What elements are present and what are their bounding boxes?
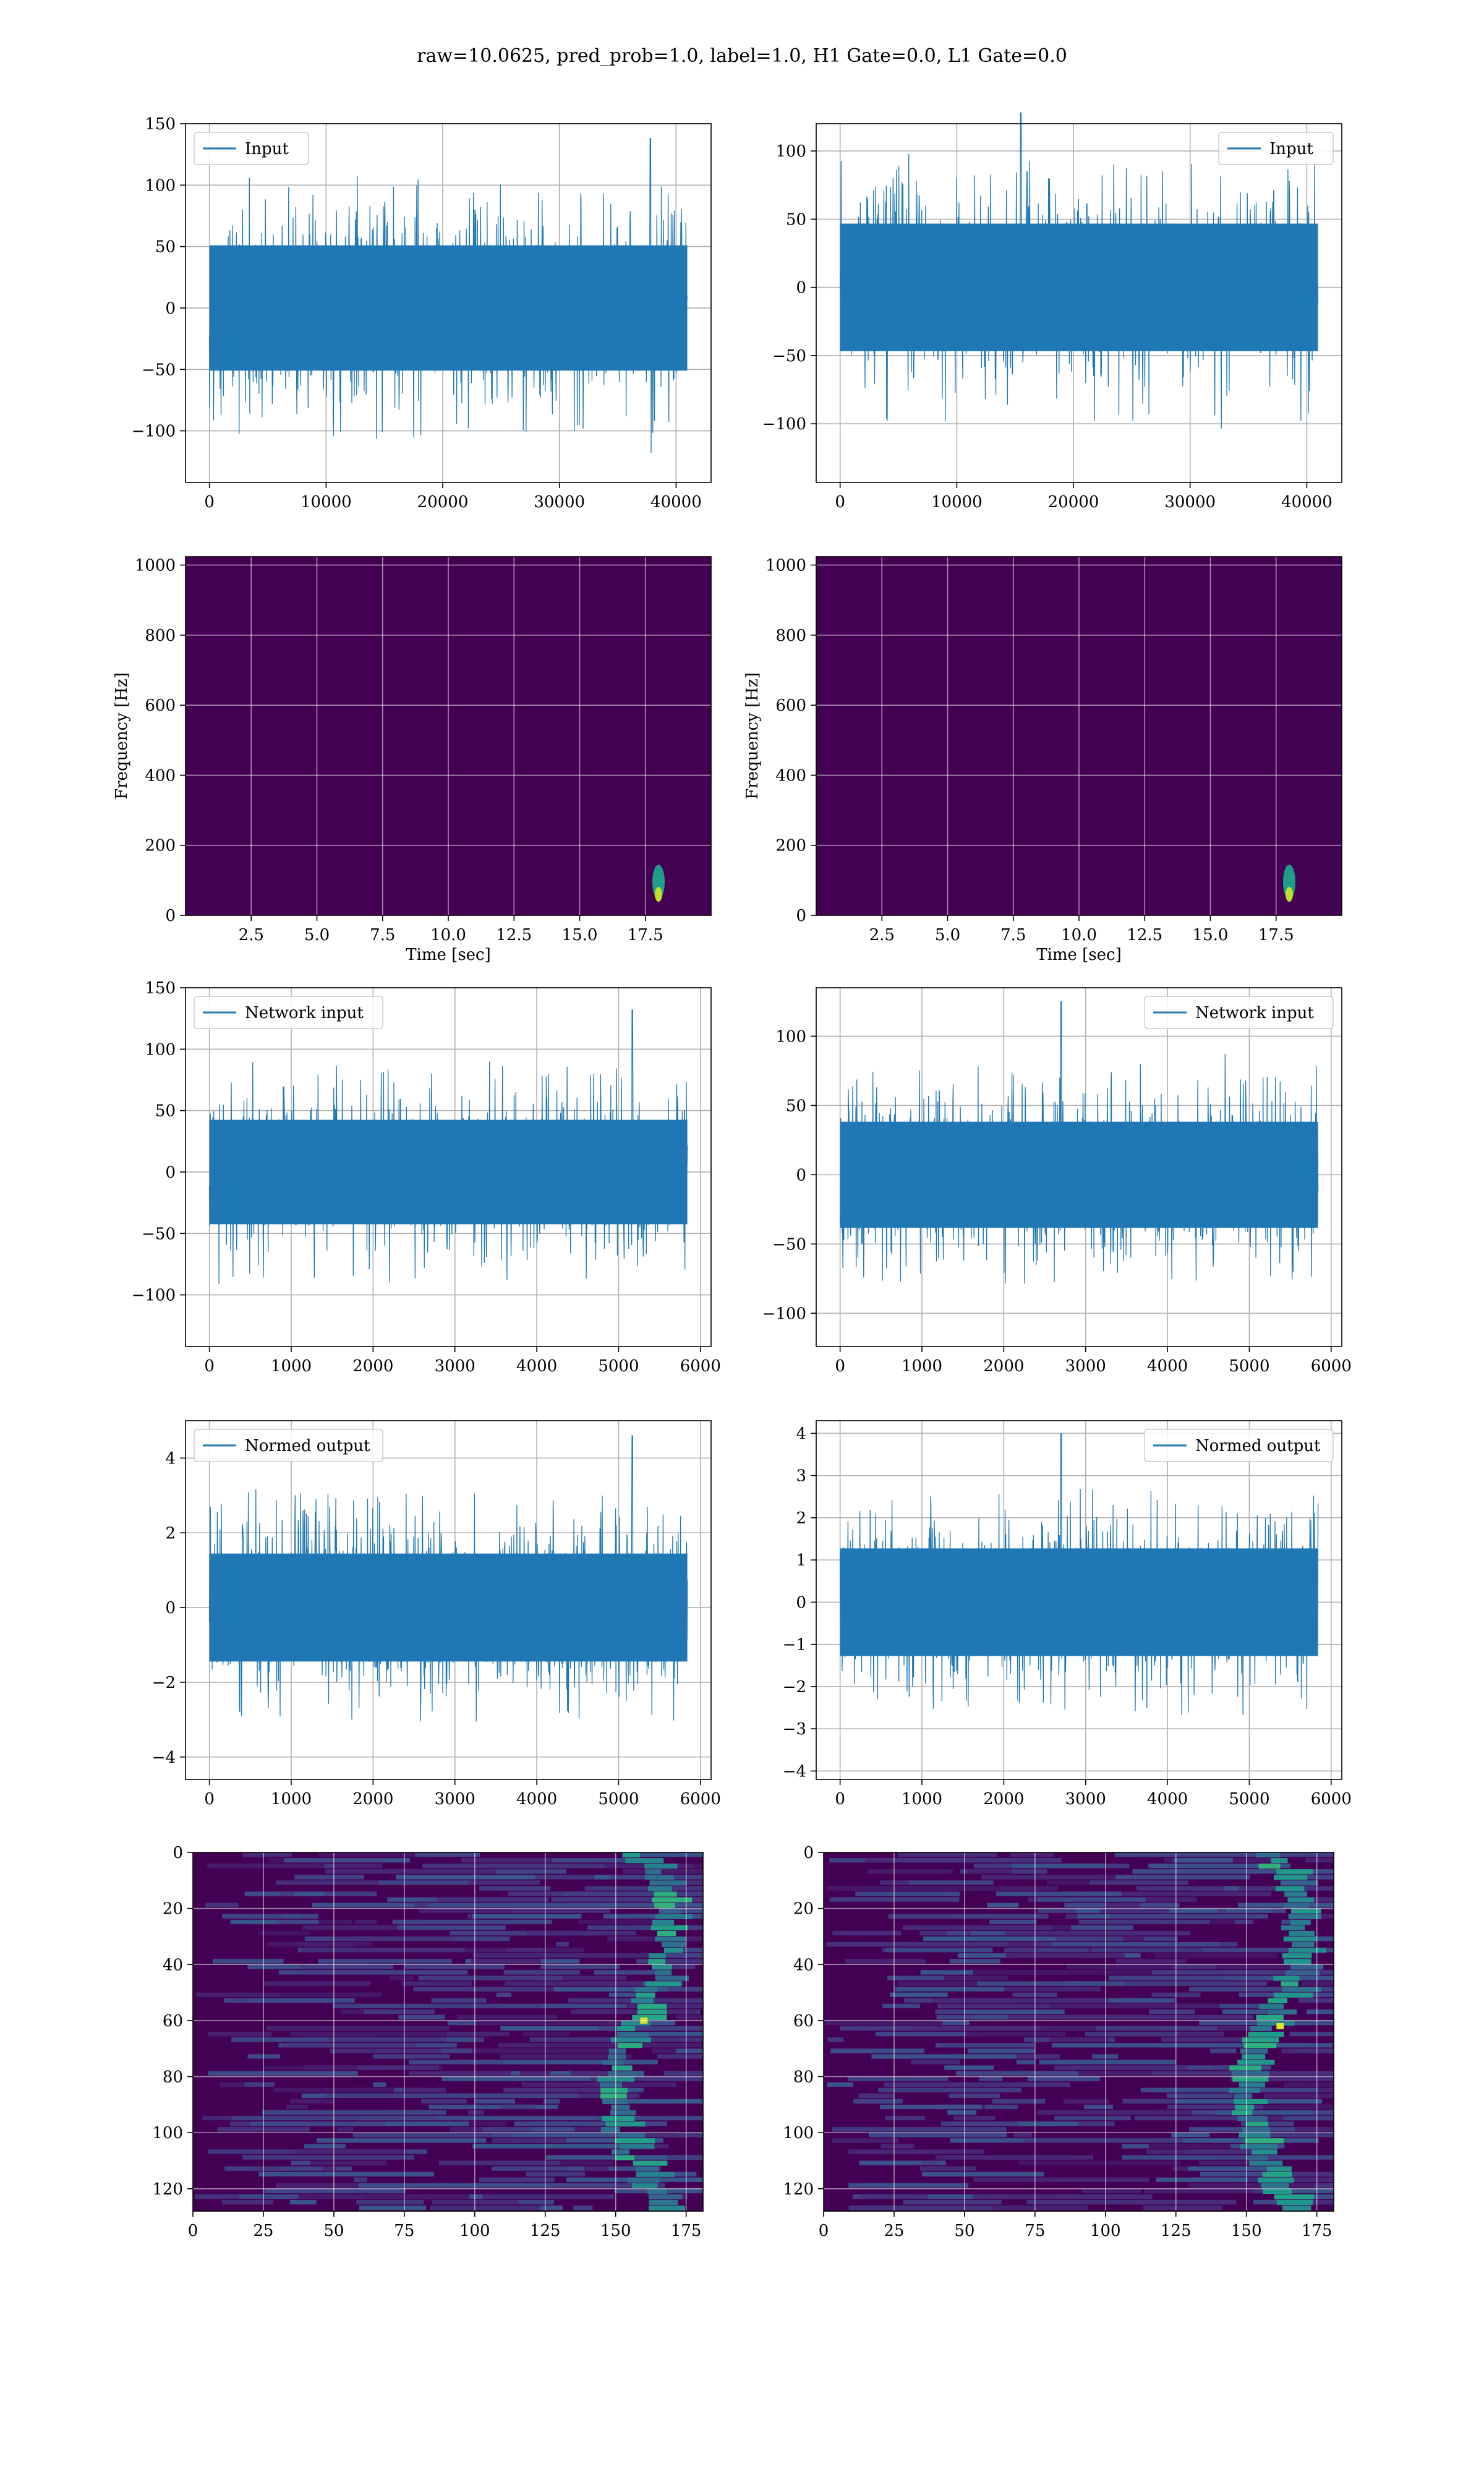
y-tick-label: 0 <box>165 299 176 318</box>
legend-box <box>1218 132 1334 165</box>
figure-title: raw=10.0625, pred_prob=1.0, label=1.0, H… <box>417 45 1067 67</box>
x-tick-label: 17.5 <box>628 926 663 944</box>
panel-l1-spectrogram: 2.5 5.0 7.5 10.0 12.5 15.0 17.5020040060080010… <box>743 556 1342 964</box>
x-tick-label: 2.5 <box>239 926 264 944</box>
axes-frame <box>185 123 712 483</box>
panel-l1-input: 0 10000 20000 30000 40000 −100 −50 0 50 100 Input <box>762 112 1342 511</box>
y-tick-label: −50 <box>142 361 176 379</box>
y-tick-label: −100 <box>132 422 176 441</box>
y-tick-label: 0 <box>796 279 806 297</box>
y-tick-label: −50 <box>772 347 806 366</box>
axes-frame <box>816 123 1342 483</box>
y-tick-label: 150 <box>145 115 176 134</box>
y-tick-label: 800 <box>145 627 176 645</box>
panel-h1-input: 0 10000 20000 30000 40000 −100 −50 0 50 100 150 Inp… <box>132 115 712 511</box>
x-tick-label: 10000 <box>931 493 983 511</box>
x-tick-label: 0 <box>204 493 215 511</box>
y-tick-label: 0 <box>165 907 176 925</box>
y-tick-label: 600 <box>145 696 176 715</box>
signal-hotspot-core <box>655 887 662 902</box>
x-tick-label: 12.5 <box>496 926 532 944</box>
x-tick-label: 15.0 <box>562 926 598 944</box>
x-tick-label: 10.0 <box>430 926 466 944</box>
x-tick-label: 40000 <box>1281 493 1333 511</box>
legend-box <box>194 132 309 165</box>
y-axis-label: Frequency [Hz] <box>113 672 131 800</box>
legend: Input <box>1218 132 1334 165</box>
x-tick-label: 20000 <box>417 493 469 511</box>
series-core <box>840 223 1318 351</box>
x-tick-label: 30000 <box>534 493 585 511</box>
x-tick-label: 20000 <box>1048 493 1099 511</box>
legend-label: Input <box>245 140 289 158</box>
series-core <box>209 245 688 371</box>
panel-h1-spectrogram: 2.5 5.0 7.5 10.0 12.5 15.0 17.5 0 200 400 600 800 10… <box>113 556 712 964</box>
legend: Input <box>194 132 309 165</box>
x-tick-label: 40000 <box>650 493 702 511</box>
y-tick-label: 50 <box>155 238 176 257</box>
y-tick-label: −100 <box>762 415 806 434</box>
y-tick-label: 100 <box>775 142 806 161</box>
y-tick-label: 50 <box>786 210 806 229</box>
ticks: 0 10000 20000 30000 40000 −100 −50 0 50 100 <box>762 142 1333 511</box>
ticks: 2.5 5.0 7.5 10.0 12.5 15.0 17.5 0 200 400 600 800 10… <box>135 557 663 944</box>
x-axis-label: Time [sec] <box>406 946 491 964</box>
x-tick-label: 7.5 <box>370 926 395 944</box>
x-tick-label: 30000 <box>1164 493 1216 511</box>
y-tick-label: 100 <box>145 176 176 195</box>
x-tick-label: 0 <box>835 493 845 511</box>
x-tick-label: 5.0 <box>304 926 330 944</box>
ticks: 0 10000 20000 30000 40000 −100 −50 0 50 100 150 <box>132 115 702 511</box>
legend-label: Input <box>1269 140 1313 158</box>
x-tick-label: 10000 <box>301 493 352 511</box>
y-tick-label: 200 <box>145 837 176 855</box>
y-tick-label: 1000 <box>135 557 176 575</box>
y-tick-label: 400 <box>145 766 176 785</box>
